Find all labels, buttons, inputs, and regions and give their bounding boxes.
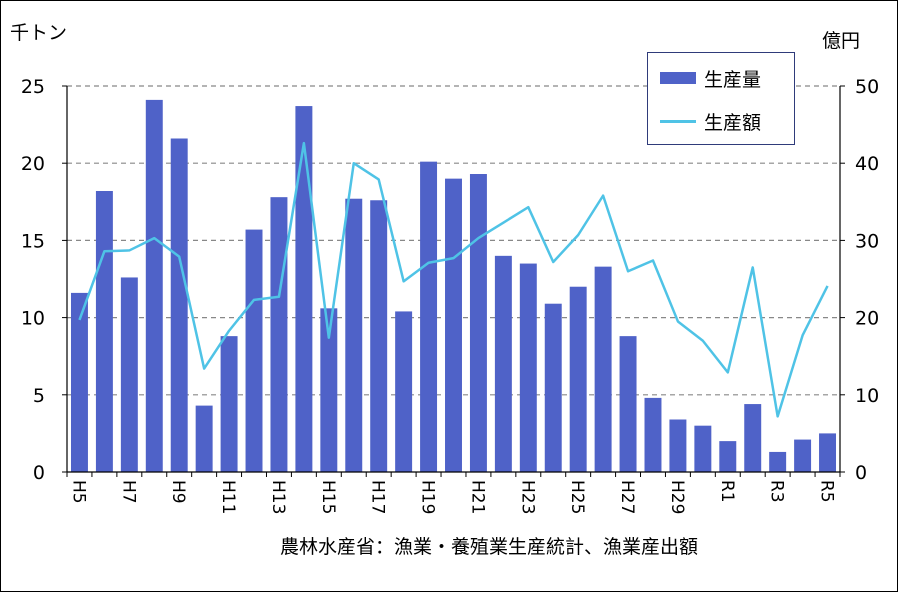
bar-H29 <box>669 419 687 472</box>
legend-item-production-value: 生産額 <box>660 109 762 134</box>
bar-H30 <box>694 425 712 472</box>
bar-H23 <box>519 263 537 472</box>
source-note: 農林水産省：漁業・養殖業生産統計、漁業産出額 <box>280 536 699 558</box>
right-axis-unit: 億円 <box>822 30 861 52</box>
x-tick-label: H7 <box>118 480 138 504</box>
bar-H25 <box>569 286 587 472</box>
bar-H28 <box>644 397 662 472</box>
y-right-tick-label: 30 <box>855 230 879 252</box>
bar-H16 <box>345 198 363 472</box>
x-tick-label: H13 <box>268 480 288 514</box>
bar-H5 <box>70 292 88 472</box>
y-left-tick-label: 5 <box>33 385 45 407</box>
bar-H17 <box>370 200 388 473</box>
bar-H8 <box>145 99 163 472</box>
x-tick-label: H19 <box>418 480 438 514</box>
legend: 生産量 生産額 <box>647 52 795 145</box>
x-tick-label: H17 <box>368 480 388 514</box>
bar-H7 <box>120 277 138 472</box>
bar-R2 <box>744 404 762 472</box>
y-left-tick-label: 0 <box>33 462 45 484</box>
y-left-tick-label: 25 <box>21 76 45 98</box>
bar-H24 <box>544 303 562 472</box>
x-tick-label: R3 <box>767 480 787 503</box>
bar-H9 <box>170 138 188 472</box>
bar-R4 <box>794 439 812 472</box>
legend-label-volume: 生産量 <box>704 68 762 91</box>
legend-line-swatch <box>660 119 696 123</box>
bar-H27 <box>619 336 637 472</box>
x-tick-label: H27 <box>617 480 637 514</box>
x-tick-label: H5 <box>68 480 88 504</box>
bar-H14 <box>295 106 313 473</box>
bar-H22 <box>494 255 512 472</box>
bar-H10 <box>195 405 213 472</box>
x-tick-label: H25 <box>567 480 587 514</box>
x-tick-label: H15 <box>318 480 338 514</box>
y-right-tick-label: 40 <box>855 153 879 175</box>
bar-H15 <box>320 308 338 472</box>
bar-R1 <box>719 441 737 472</box>
bar-H18 <box>395 311 413 472</box>
y-left-tick-label: 10 <box>21 308 45 330</box>
x-tick-label: H9 <box>168 480 188 504</box>
line-series-value <box>78 141 829 418</box>
bar-H19 <box>420 161 438 472</box>
x-tick-label: H23 <box>517 480 537 514</box>
bar-R5 <box>819 433 837 472</box>
x-tick-label: R1 <box>717 480 737 503</box>
legend-bar-swatch <box>660 72 696 84</box>
y-left-tick-label: 20 <box>21 153 45 175</box>
bar-H21 <box>469 174 487 472</box>
left-axis-unit: 千トン <box>10 22 68 44</box>
bar-H11 <box>220 336 238 472</box>
y-right-tick-label: 20 <box>855 308 879 330</box>
bar-H12 <box>245 229 263 472</box>
x-tick-label: H21 <box>467 480 487 514</box>
x-tick-label: H29 <box>667 480 687 514</box>
legend-item-production-volume: 生産量 <box>660 66 762 91</box>
y-right-tick-label: 0 <box>855 462 867 484</box>
x-tick-label: R5 <box>817 480 837 503</box>
bar-R3 <box>769 451 787 472</box>
x-tick-label: H11 <box>218 480 238 514</box>
bar-H26 <box>594 266 612 472</box>
bar-H20 <box>445 178 462 472</box>
bar-H6 <box>95 190 113 472</box>
y-right-tick-label: 10 <box>855 385 879 407</box>
y-left-tick-label: 15 <box>21 230 45 252</box>
y-right-tick-label: 50 <box>855 76 879 98</box>
bar-H13 <box>270 197 288 472</box>
legend-label-value: 生産額 <box>704 111 762 134</box>
